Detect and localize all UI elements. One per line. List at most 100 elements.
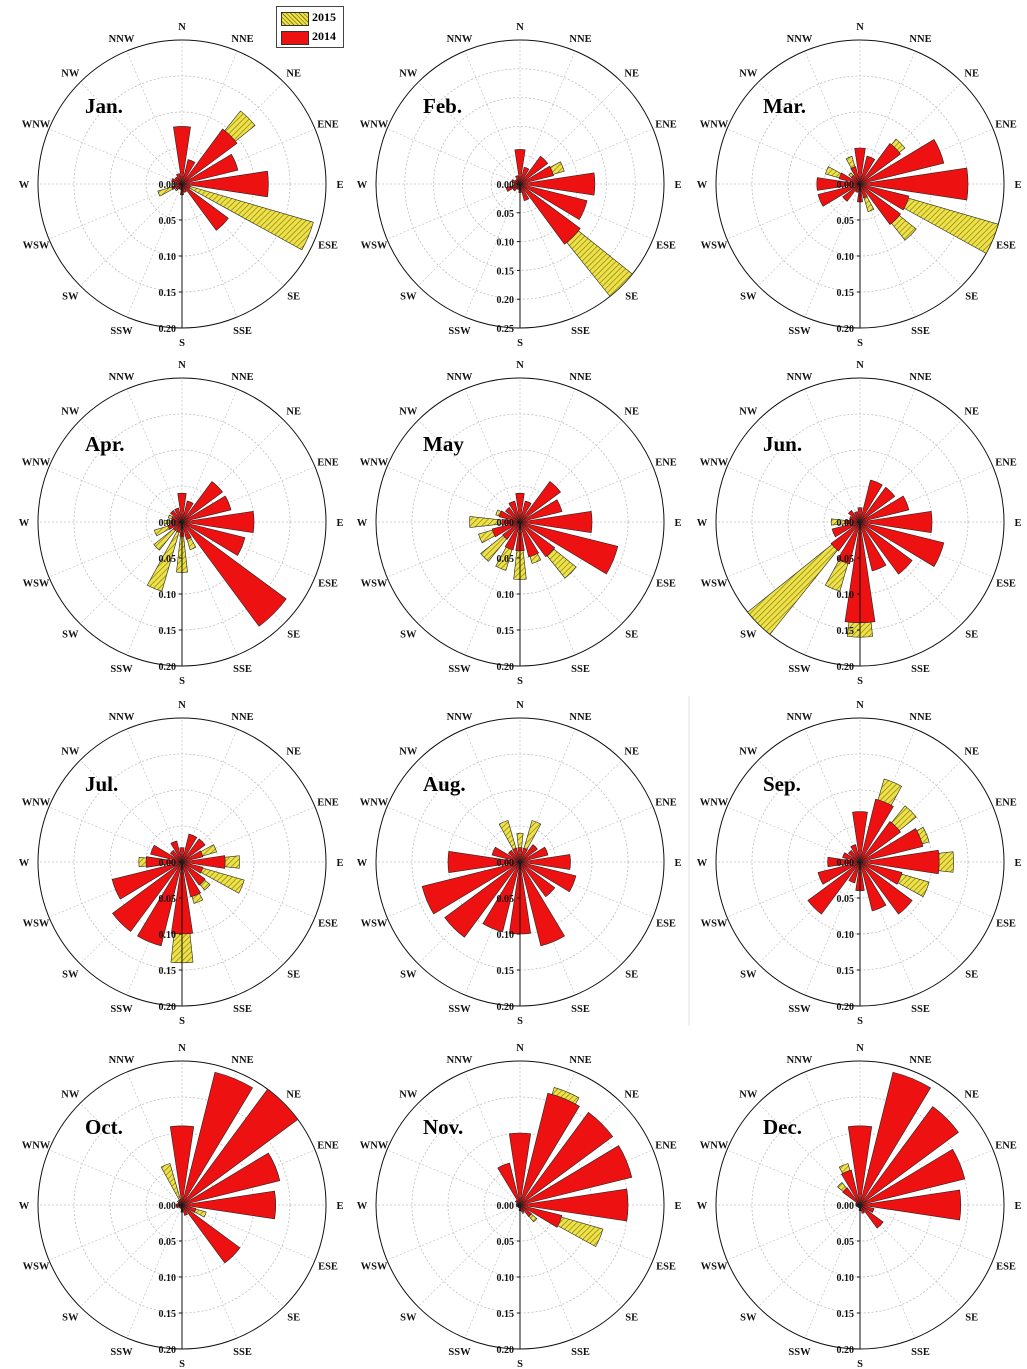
direction-label: SSE: [571, 1347, 590, 1358]
direction-label: SSW: [788, 326, 811, 337]
grid-spoke: [804, 861, 861, 996]
radial-tick-label: 0.15: [837, 966, 855, 977]
direction-label: NW: [399, 746, 418, 757]
wedge-2014-jul-wnw: [150, 844, 183, 863]
wedge-2014-oct-e: [181, 1190, 276, 1220]
direction-label: E: [1014, 518, 1021, 529]
direction-label: ENE: [317, 458, 339, 469]
wedge-2014-feb-ne: [519, 155, 549, 185]
direction-label: E: [674, 180, 681, 191]
direction-label: SW: [740, 292, 757, 303]
wedge-2014-jul-ese: [181, 861, 204, 874]
direction-label: E: [336, 858, 343, 869]
month-label: Jan.: [85, 94, 123, 118]
radial-tick-label: 0.00: [159, 858, 177, 869]
direction-label: NW: [739, 1089, 758, 1100]
wedge-2014-dec-ene: [859, 1148, 966, 1206]
direction-label: NW: [399, 1089, 418, 1100]
direction-label: E: [674, 858, 681, 869]
direction-label: NNE: [909, 712, 931, 723]
direction-label: NNW: [787, 712, 813, 723]
direction-label: ESE: [656, 919, 676, 930]
direction-label: SSW: [788, 1347, 811, 1358]
direction-label: WSW: [361, 241, 388, 252]
direction-label: WSW: [701, 579, 728, 590]
wedge-2014-may-nw: [505, 507, 521, 523]
direction-label: ENE: [995, 120, 1017, 131]
wedge-2014-sep-wnw: [842, 852, 861, 863]
grid-spoke: [181, 183, 238, 318]
grid-spoke: [417, 759, 521, 863]
direction-label: SW: [740, 1313, 757, 1324]
radial-tick-label: 0.20: [497, 1345, 515, 1356]
radial-tick-label: 0.15: [159, 626, 177, 637]
wedge-2014-jul-ssw: [137, 861, 183, 947]
wedge-2014-aug-wsw: [421, 861, 521, 915]
radial-tick-label: 0.00: [497, 518, 515, 529]
direction-label: ENE: [317, 1141, 339, 1152]
wedge-2014-aug-nw: [508, 850, 521, 863]
wedge-2014-mar-wnw: [838, 172, 861, 185]
wedge-2014-aug-sw: [444, 861, 521, 938]
direction-label: NE: [286, 1089, 301, 1100]
wedge-2015-may-w: [469, 516, 521, 528]
wedge-2014-dec-ne: [859, 1106, 959, 1206]
month-label: Feb.: [423, 94, 462, 118]
direction-label: ESE: [318, 919, 338, 930]
wedge-2014-may-ese: [519, 521, 619, 575]
direction-label: SW: [400, 1313, 417, 1324]
wedge-2014-oct-nne: [181, 1071, 253, 1206]
radial-tick-label: 0.10: [837, 930, 855, 941]
grid-spoke: [859, 1204, 994, 1261]
radial-tick-label: 0.15: [497, 266, 515, 277]
wedge-2014-mar-nw: [850, 174, 861, 185]
direction-label: NE: [964, 68, 979, 79]
direction-label: NNE: [231, 712, 253, 723]
wedge-2014-jan-se: [181, 183, 229, 231]
wedge-2014-mar-e: [859, 167, 969, 201]
radial-tick-label: 0.15: [159, 966, 177, 977]
grid-spoke: [386, 1149, 521, 1206]
wind-rose-panel: 0.000.050.100.150.20NNNENEENEEESESESSESS…: [19, 1043, 344, 1369]
wedge-2014-mar-se: [859, 183, 901, 225]
wedge-2014-jun-ne: [859, 486, 896, 523]
wedge-2014-sep-ese: [859, 861, 903, 885]
grid-spoke: [519, 759, 623, 863]
direction-label: W: [19, 180, 30, 191]
radial-tick-label: 0.20: [497, 295, 515, 306]
wedge-2014-aug-sse: [519, 861, 565, 947]
direction-label: WSW: [23, 919, 50, 930]
direction-label: NNE: [231, 34, 253, 45]
grid-spoke: [417, 1102, 521, 1206]
wedge-2014-aug-e: [519, 854, 571, 870]
direction-label: NNW: [109, 34, 135, 45]
direction-label: SSE: [911, 1347, 930, 1358]
grid-spoke: [519, 1204, 623, 1308]
radial-tick-label: 0.00: [159, 180, 177, 191]
direction-label: ENE: [655, 458, 677, 469]
direction-label: W: [357, 858, 368, 869]
direction-label: N: [516, 360, 524, 371]
radial-tick-label: 0.00: [497, 858, 515, 869]
wedge-2014-jul-ene: [181, 850, 204, 863]
direction-label: SW: [62, 1313, 79, 1324]
grid-spoke: [464, 388, 521, 523]
direction-label: SSW: [448, 1347, 471, 1358]
direction-label: WNW: [360, 1141, 389, 1152]
wedge-2014-apr-ne: [181, 481, 223, 523]
wedge-2014-feb-e: [519, 172, 596, 196]
wedge-2014-feb-n: [514, 149, 526, 185]
radial-tick-label: 0.20: [497, 1002, 515, 1013]
direction-label: SSE: [911, 326, 930, 337]
wedge-2014-sep-n: [852, 811, 868, 863]
grid-spoke: [79, 419, 183, 523]
wedge-2014-feb-wnw: [511, 179, 521, 185]
direction-label: NE: [624, 1089, 639, 1100]
wedge-2014-jan-n: [173, 126, 191, 185]
direction-label: N: [856, 22, 864, 33]
wind-rose-panel: 0.00 0.05 0.10 0.15 0.20 0.25 N NNE NE ENE E ESE SE S…: [357, 22, 682, 349]
wedge-2015-oct-nnw: [160, 1163, 183, 1206]
wedge-2014-jun-sse: [859, 521, 887, 572]
wedge-2014-may-ene: [519, 499, 563, 523]
direction-label: NNE: [231, 372, 253, 383]
